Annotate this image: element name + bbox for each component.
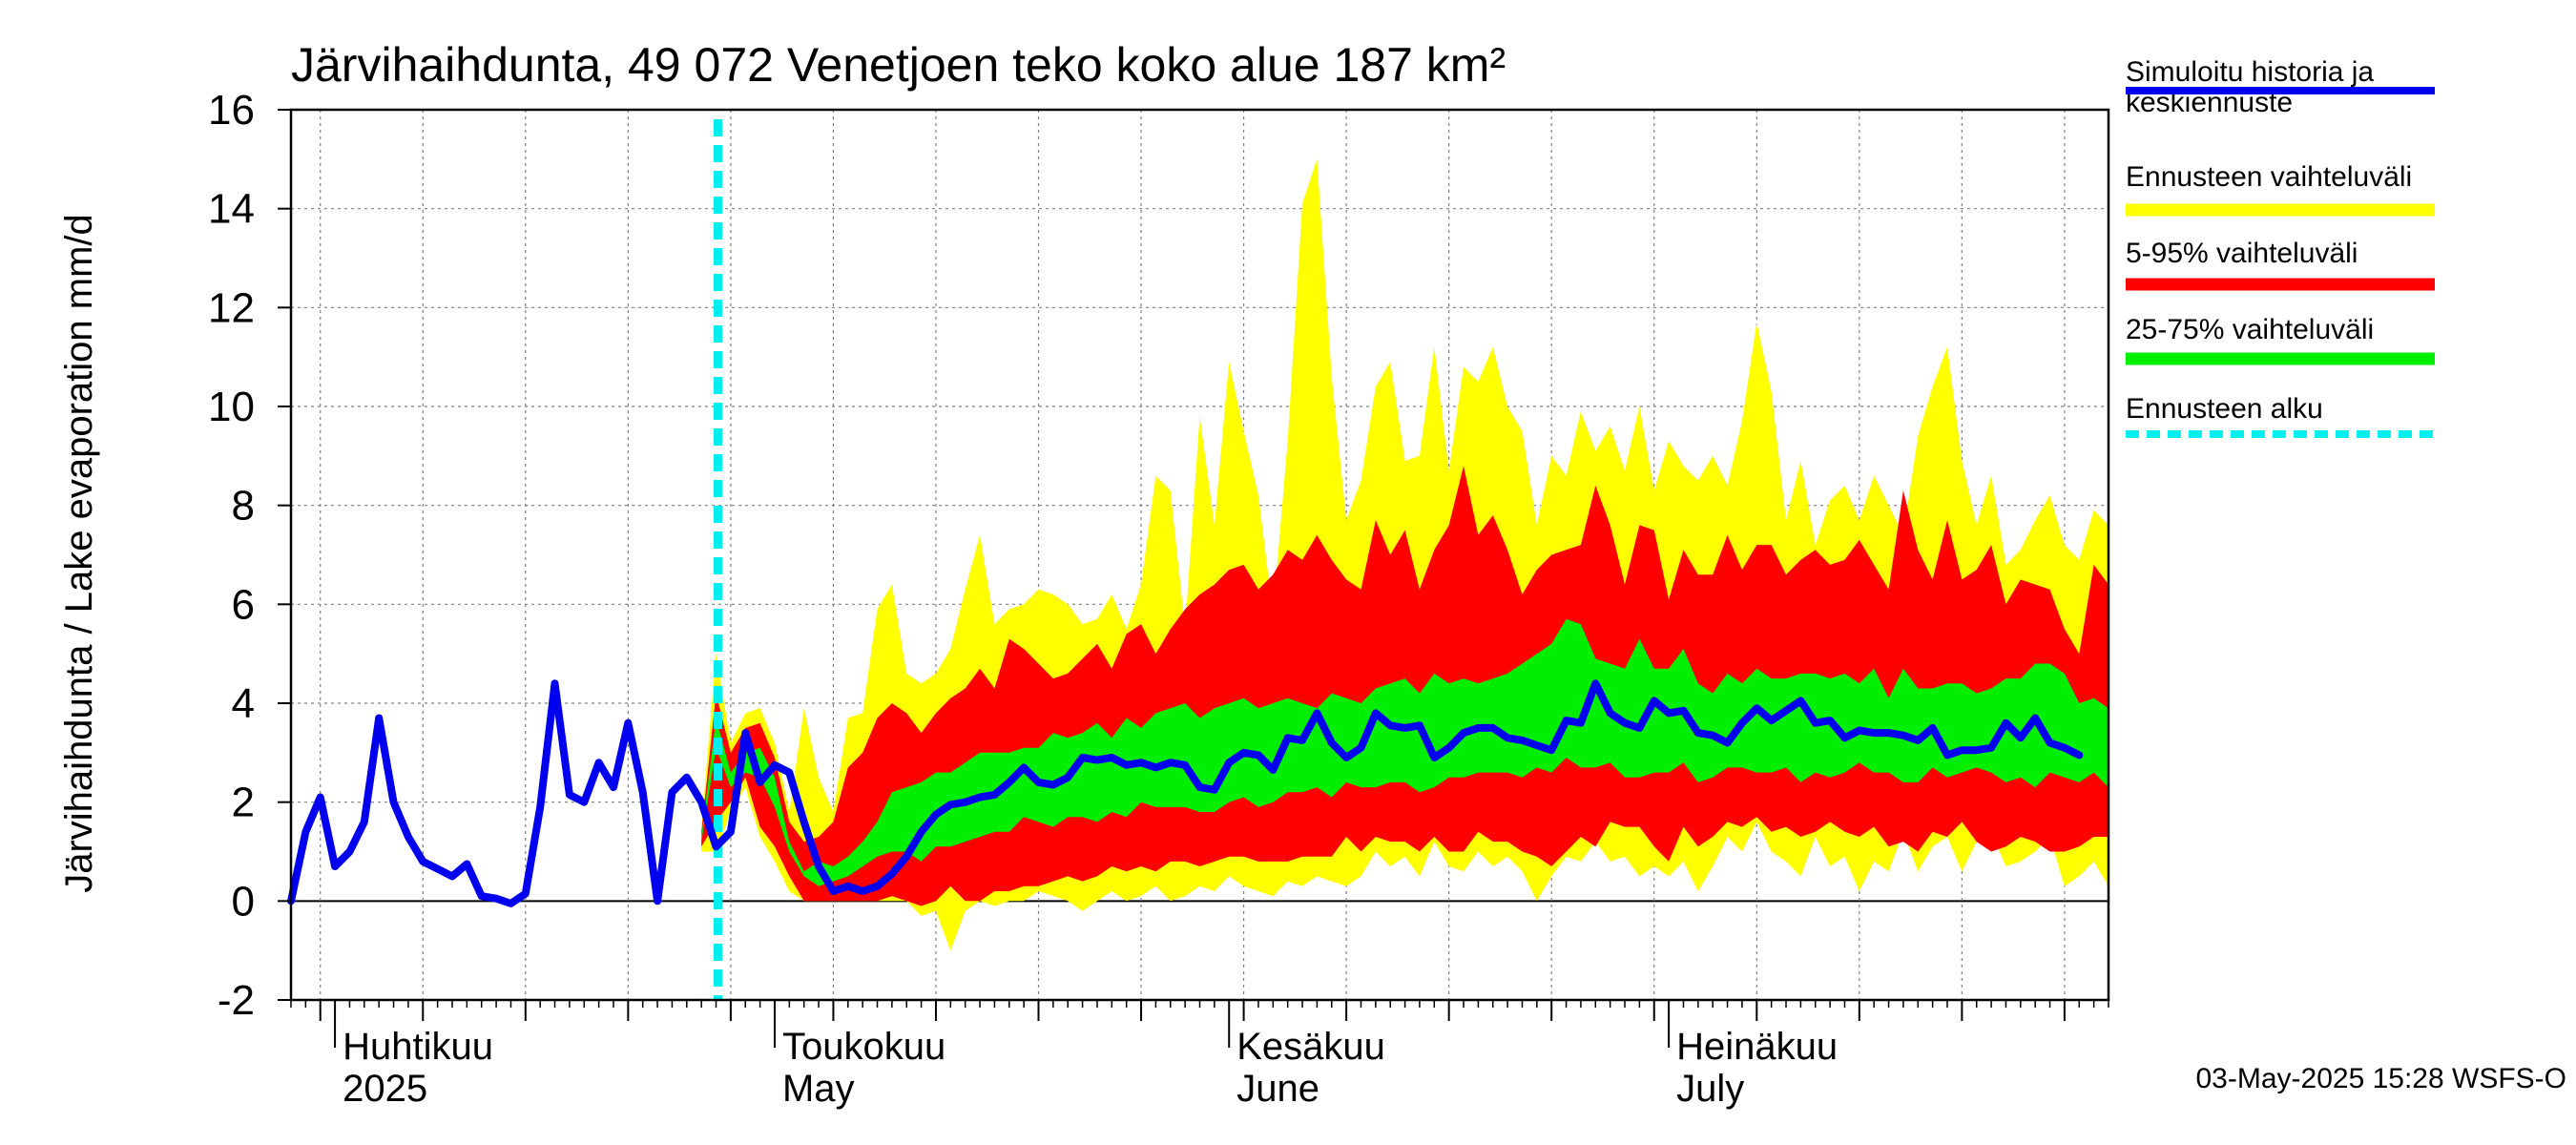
month-label-fi: Heinäkuu xyxy=(1676,1026,1838,1068)
month-label-en: July xyxy=(1676,1068,1744,1110)
plot-frame xyxy=(289,108,2110,1002)
legend-label: Ennusteen vaihteluväli xyxy=(2126,161,2412,193)
month-label-en: May xyxy=(782,1068,855,1110)
month-label-en: June xyxy=(1236,1068,1319,1110)
y-tick-label: 0 xyxy=(232,878,255,925)
legend-label-line: Simuloitu historia ja xyxy=(2126,56,2374,88)
timestamp: 03-May-2025 15:28 WSFS-O xyxy=(2196,1063,2567,1094)
month-label-fi: Kesäkuu xyxy=(1236,1026,1385,1068)
legend-label: 25-75% vaihteluväli xyxy=(2126,314,2374,345)
y-tick-label: 16 xyxy=(208,87,255,134)
lines-layer xyxy=(287,119,2084,1000)
legend-label: Ennusteen alku xyxy=(2126,393,2323,425)
y-axis-label: Järvihaihdunta / Lake evaporation mm/d xyxy=(58,214,100,893)
legend-label: 5-95% vaihteluväli xyxy=(2126,238,2358,269)
y-tick-label: 10 xyxy=(208,384,255,430)
month-label-en: 2025 xyxy=(343,1068,427,1110)
bands-layer xyxy=(701,158,2109,951)
y-tick-label: 14 xyxy=(208,186,255,233)
legend: Simuloitu historia ja keskiennusteEnnuste… xyxy=(2126,56,2435,438)
month-label-fi: Huhtikuu xyxy=(343,1026,493,1068)
chart-title: Järvihaihdunta, 49 072 Venetjoen teko ko… xyxy=(291,38,1506,92)
month-label-fi: Toukokuu xyxy=(782,1026,945,1068)
y-tick-label: 8 xyxy=(232,483,255,530)
mean-forecast-line xyxy=(287,679,2084,907)
y-tick-label: 12 xyxy=(208,284,255,331)
y-tick-label: 6 xyxy=(232,581,255,628)
y-tick-label: 4 xyxy=(232,680,255,727)
band-25-75-vaihteluv-li xyxy=(701,618,2109,886)
y-tick-label: 2 xyxy=(232,780,255,826)
y-tick-label: -2 xyxy=(218,977,255,1024)
